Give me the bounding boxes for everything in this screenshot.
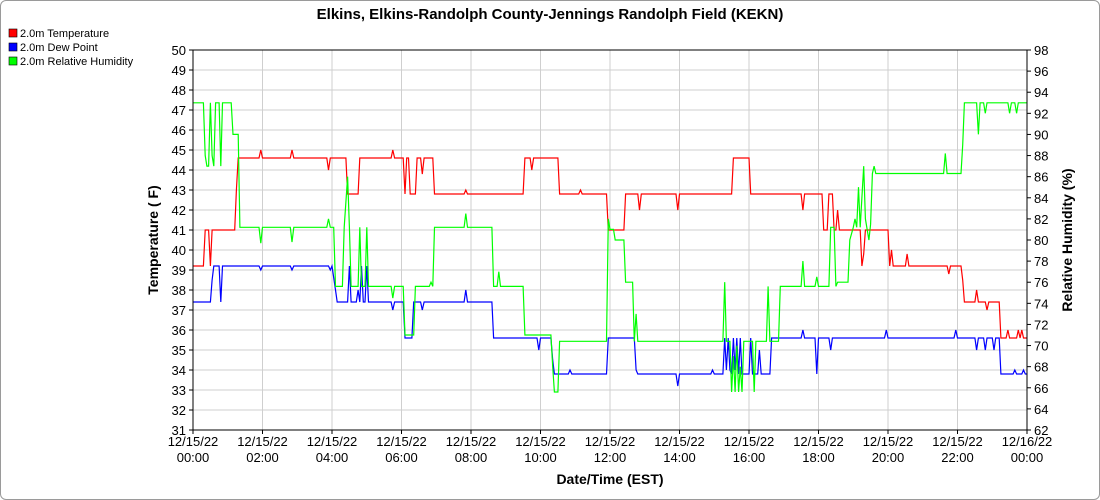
y-tick-label: 33 (172, 383, 186, 398)
y-axis-label-right: Relative Humidity (%) (1059, 168, 1075, 311)
y-tick-label: 41 (172, 223, 186, 238)
y-axis-right: 62 64 66 68 70 72 74 76 78 80 82 84 86 88 90 92 94 96 98 (1027, 43, 1048, 438)
x-axis: 12/15/2200:0012/15/2202:0012/15/2204:001… (168, 430, 1053, 465)
y2-tick-label: 82 (1034, 212, 1048, 227)
x-tick-label-date: 12/15/22 (307, 434, 358, 449)
x-tick-label-date: 12/15/22 (585, 434, 636, 449)
chart-title: Elkins, Elkins-Randolph County-Jennings … (317, 6, 784, 23)
y2-tick-label: 94 (1034, 85, 1048, 100)
x-tick-label-date: 12/15/22 (793, 434, 844, 449)
y2-tick-label: 70 (1034, 339, 1048, 354)
y2-tick-label: 78 (1034, 254, 1048, 269)
legend-label: 2.0m Relative Humidity (20, 56, 134, 68)
y2-tick-label: 74 (1034, 296, 1048, 311)
series-line-2-0m-relative-humidity (193, 102, 1027, 393)
x-tick-label-time: 00:00 (1011, 450, 1044, 465)
x-tick-label-date: 12/15/22 (376, 434, 427, 449)
legend-swatch (8, 28, 18, 38)
y-tick-label: 34 (172, 363, 186, 378)
y2-tick-label: 90 (1034, 127, 1048, 142)
y-axis-label-left: Temperature ( F) (145, 185, 161, 294)
y-tick-label: 50 (172, 43, 186, 58)
legend-label: 2.0m Dew Point (20, 42, 98, 54)
y2-tick-label: 88 (1034, 149, 1048, 164)
y-tick-label: 40 (172, 243, 186, 258)
legend-swatch (8, 42, 18, 52)
x-tick-label-time: 16:00 (733, 450, 766, 465)
x-tick-label-time: 22:00 (941, 450, 974, 465)
x-tick-label-date: 12/16/22 (1002, 434, 1053, 449)
x-tick-label-time: 00:00 (177, 450, 210, 465)
y-tick-label: 39 (172, 263, 186, 278)
y-tick-label: 37 (172, 303, 186, 318)
x-tick-label-time: 10:00 (524, 450, 557, 465)
y2-tick-label: 66 (1034, 381, 1048, 396)
y-tick-label: 45 (172, 143, 186, 158)
x-tick-label-date: 12/15/22 (446, 434, 497, 449)
y-tick-label: 32 (172, 403, 186, 418)
y2-tick-label: 84 (1034, 191, 1048, 206)
y-tick-label: 38 (172, 283, 186, 298)
x-tick-label-date: 12/15/22 (654, 434, 705, 449)
y2-tick-label: 86 (1034, 170, 1048, 185)
y-tick-label: 47 (172, 103, 186, 118)
y2-tick-label: 96 (1034, 64, 1048, 79)
x-tick-label-date: 12/15/22 (237, 434, 288, 449)
x-tick-label-date: 12/15/22 (724, 434, 775, 449)
y2-tick-label: 80 (1034, 233, 1048, 248)
x-tick-label-time: 20:00 (872, 450, 905, 465)
y-tick-label: 31 (172, 423, 186, 438)
y-tick-label: 42 (172, 203, 186, 218)
y-tick-label: 46 (172, 123, 186, 138)
x-tick-label-time: 06:00 (385, 450, 418, 465)
y2-tick-label: 64 (1034, 402, 1048, 417)
x-tick-label-time: 08:00 (455, 450, 488, 465)
x-tick-label-time: 18:00 (802, 450, 835, 465)
series-layer (193, 102, 1027, 393)
legend-swatch (8, 56, 18, 66)
y2-tick-label: 92 (1034, 106, 1048, 121)
x-tick-label-time: 14:00 (663, 450, 696, 465)
y-tick-label: 43 (172, 183, 186, 198)
x-tick-label-time: 12:00 (594, 450, 627, 465)
y2-tick-label: 76 (1034, 275, 1048, 290)
y2-tick-label: 68 (1034, 360, 1048, 375)
legend: 2.0m Temperature 2.0m Dew Point 2.0m Relat… (8, 28, 134, 68)
x-tick-label-date: 12/15/22 (863, 434, 914, 449)
x-tick-label-date: 12/15/22 (168, 434, 219, 449)
x-tick-label-time: 04:00 (316, 450, 349, 465)
y2-tick-label: 62 (1034, 423, 1048, 438)
series-line-2-0m-temperature (193, 149, 1027, 339)
x-tick-label-time: 02:00 (246, 450, 279, 465)
legend-label: 2.0m Temperature (20, 28, 109, 40)
y-axis-left: 31 32 33 34 35 36 37 38 39 40 41 42 43 44 45 46 47 48 49 50 (172, 43, 193, 438)
series-line-2-0m-dew-point (193, 263, 1027, 387)
y-tick-label: 36 (172, 323, 186, 338)
x-tick-label-date: 12/15/22 (932, 434, 983, 449)
y2-tick-label: 72 (1034, 317, 1048, 332)
x-tick-label-date: 12/15/22 (515, 434, 566, 449)
y-tick-label: 44 (172, 163, 186, 178)
y-tick-label: 35 (172, 343, 186, 358)
x-axis-label: Date/Time (EST) (556, 471, 663, 487)
y-tick-label: 49 (172, 63, 186, 78)
y-tick-label: 48 (172, 83, 186, 98)
y2-tick-label: 98 (1034, 43, 1048, 58)
